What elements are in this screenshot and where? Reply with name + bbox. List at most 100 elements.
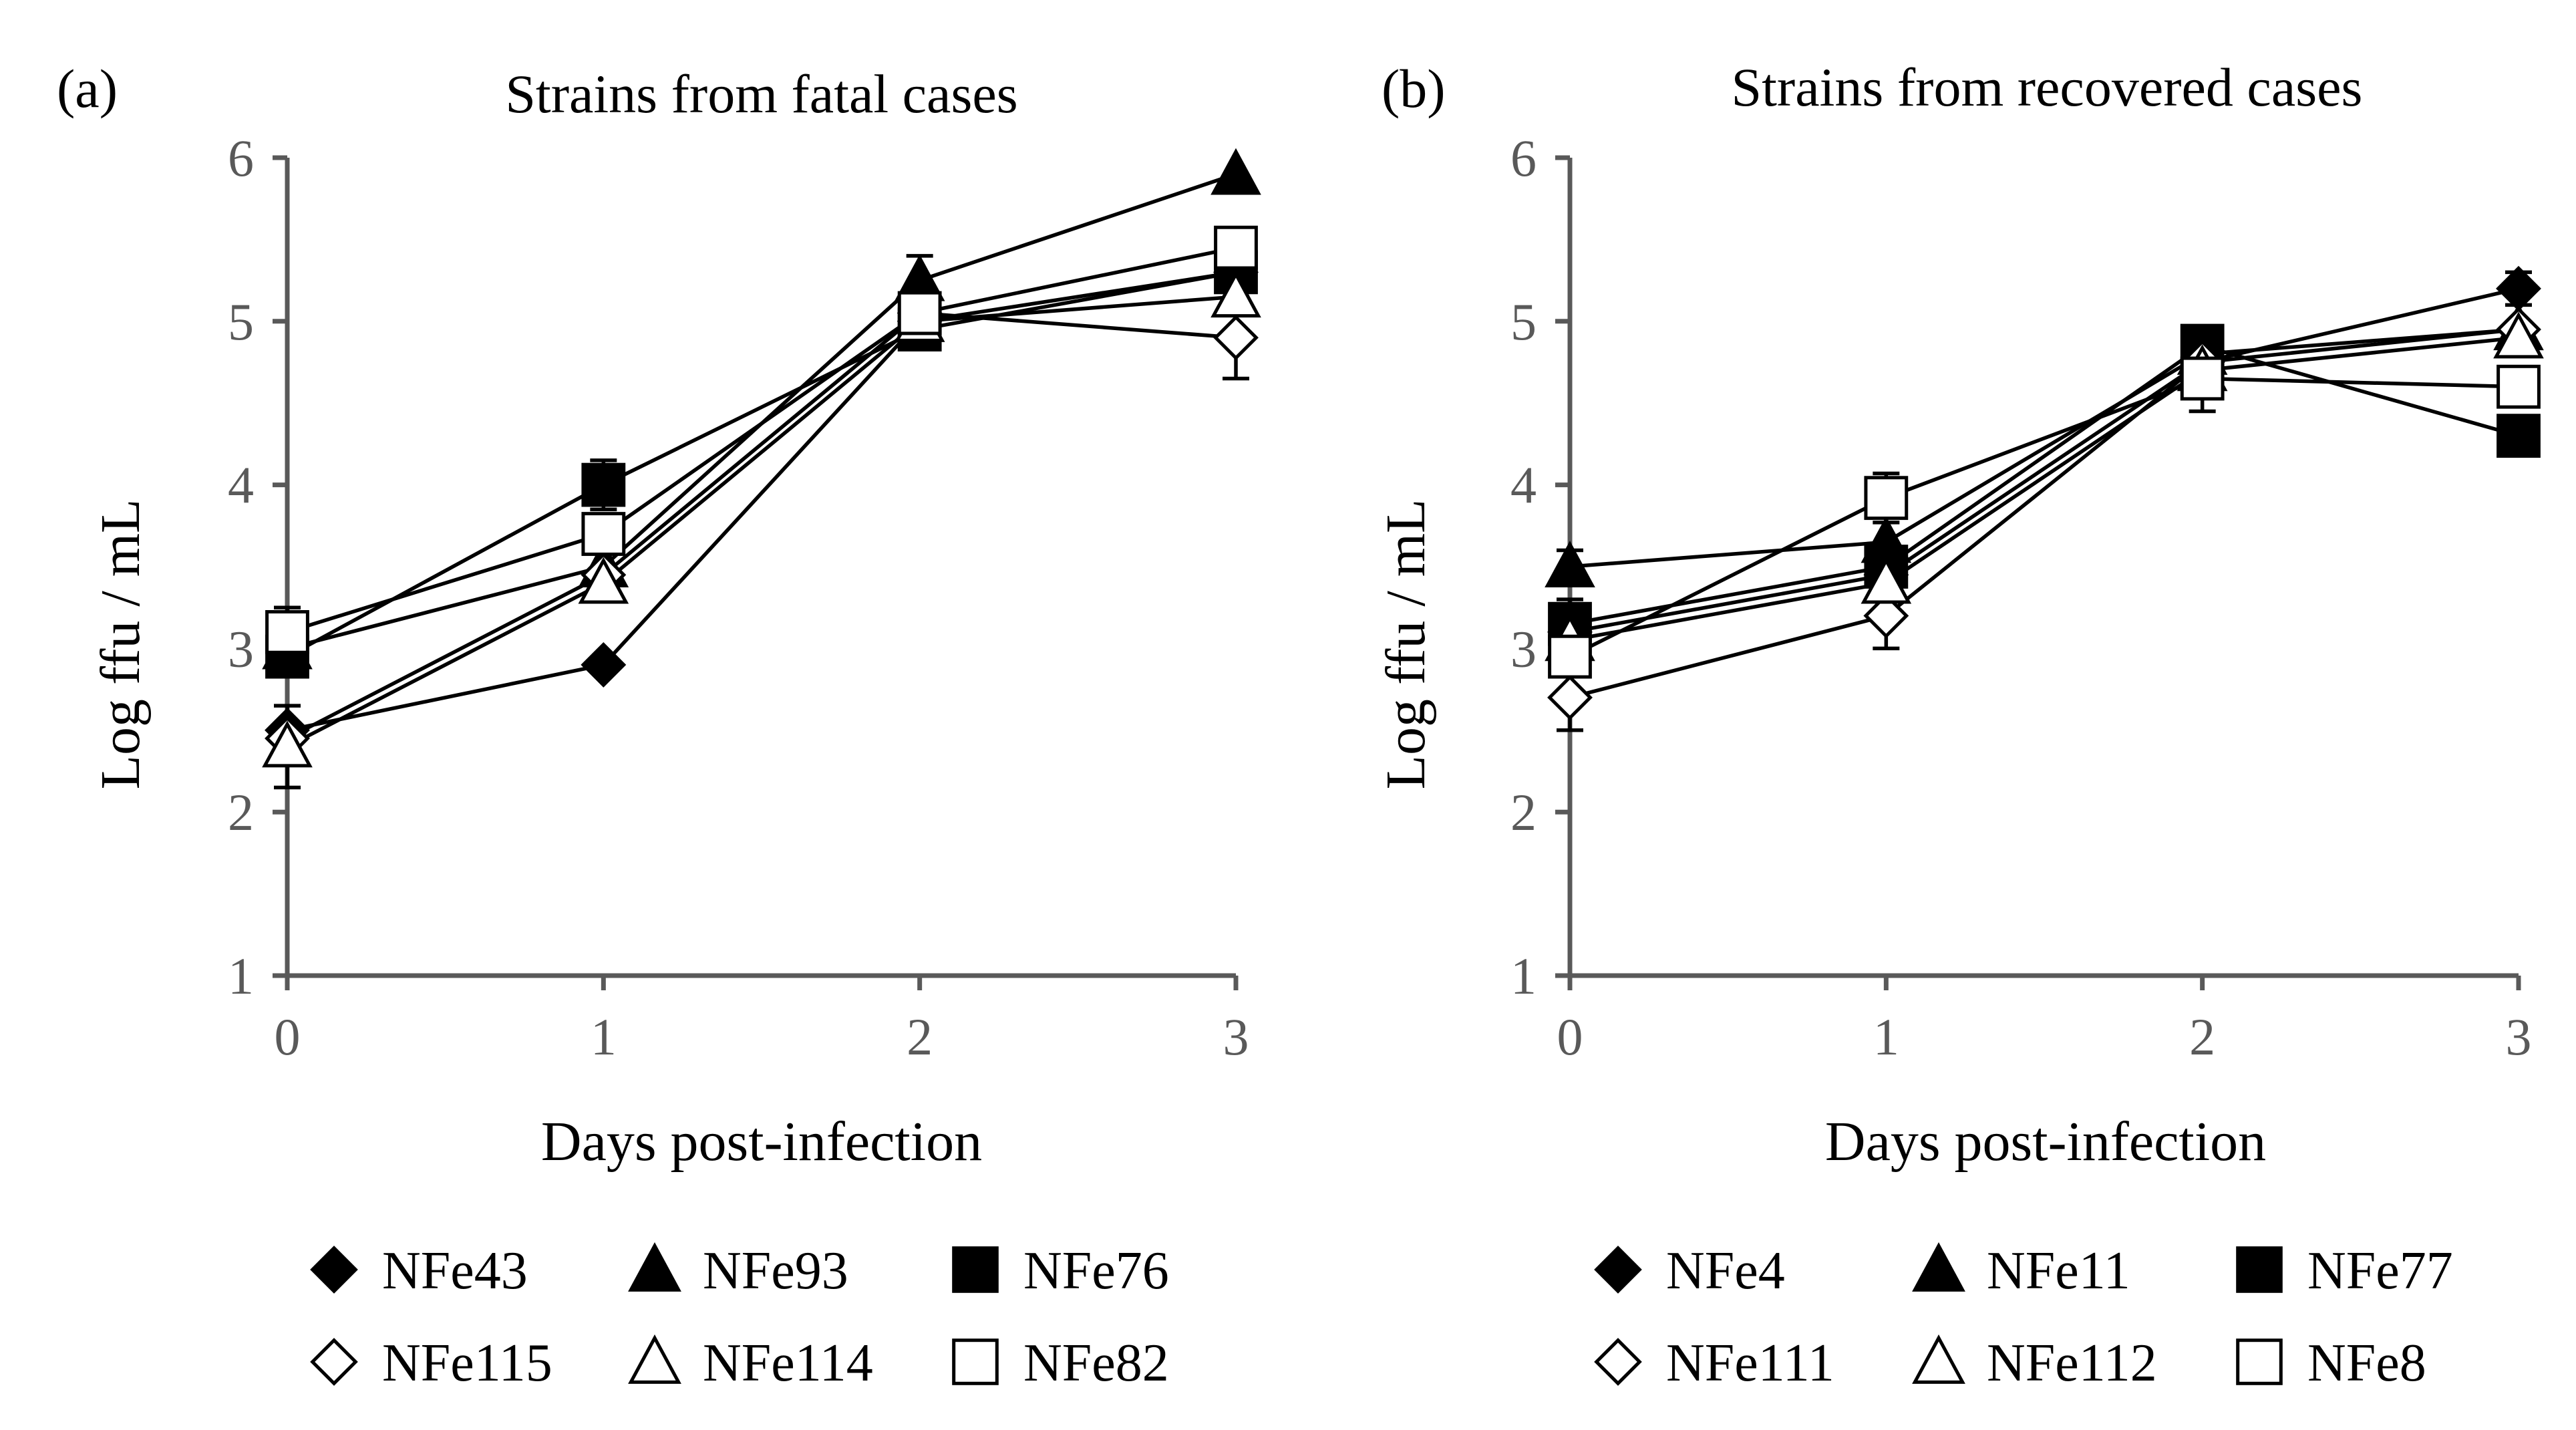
point-nfe82 (897, 291, 942, 335)
legend-marker (310, 1338, 358, 1386)
x-axis-title-a: Days post-infection (541, 1111, 982, 1173)
legend-marker (1594, 1338, 1642, 1386)
legend-marker (1912, 1334, 1965, 1384)
x-tick-label: 0 (275, 1008, 301, 1066)
point-nfe114 (1211, 271, 1261, 318)
error-bars (274, 254, 1249, 790)
legend-label: NFe11 (1987, 1242, 2130, 1300)
series-markers (1545, 265, 2544, 720)
legend-marker (628, 1334, 681, 1384)
point-nfe82 (265, 610, 309, 654)
panel-b: (b) Strains from recovered cases 1 2 3 4 5 6 0… (1375, 57, 2544, 1393)
panel-label-b: (b) (1382, 58, 1446, 119)
legend-label: NFe114 (703, 1334, 873, 1393)
legend-marker (1912, 1242, 1965, 1292)
point-nfe11 (1545, 541, 1595, 588)
series-lines (1569, 287, 2519, 700)
legend-marker (952, 1338, 999, 1385)
point-nfe93 (1211, 148, 1261, 195)
legend-item-nfe82: NFe82 (952, 1334, 1169, 1393)
legend-label: NFe112 (1987, 1334, 2157, 1393)
chart-title-b: Strains from recovered cases (1732, 57, 2363, 118)
x-tick-label: 1 (1873, 1008, 1899, 1066)
point-nfe43 (581, 641, 627, 688)
y-axis-title-a: Log ffu / mL (90, 499, 152, 790)
series-line-nfe115 (286, 311, 1237, 740)
y-tick-label: 1 (1510, 947, 1537, 1005)
x-tick-label: 3 (2506, 1008, 2532, 1066)
legend-item-nfe115: NFe115 (310, 1334, 552, 1393)
series-line-nfe77 (1569, 343, 2519, 626)
legend-marker (1594, 1246, 1642, 1294)
legend-b: NFe4 NFe11 NFe77 NFe111 NFe112 NFe8 (1594, 1242, 2453, 1393)
point-nfe112 (1861, 557, 1912, 604)
legend-marker (2236, 1246, 2283, 1293)
x-tick-label: 0 (1557, 1008, 1583, 1066)
legend-label: NFe115 (382, 1334, 552, 1393)
legend-label: NFe8 (2307, 1334, 2426, 1393)
point-nfe8 (1548, 634, 1592, 679)
series-line-nfe114 (286, 295, 1237, 748)
series-line-nfe11 (1569, 327, 2519, 569)
point-nfe114 (262, 720, 313, 768)
series-b (1545, 265, 2544, 732)
point-nfe82 (1214, 225, 1258, 270)
series-line-nfe43 (287, 270, 1237, 732)
legend-item-nfe93: NFe93 (628, 1242, 848, 1300)
y-tick-label: 4 (1510, 456, 1537, 515)
series-line-nfe112 (1569, 335, 2519, 642)
y-tick-label: 2 (1510, 783, 1537, 841)
legend-a: NFe43 NFe93 NFe76 NFe115 NFe114 NFe82 (310, 1242, 1169, 1393)
panel-label-a: (a) (57, 58, 118, 119)
y-tick-label: 1 (228, 947, 254, 1005)
legend-label: NFe77 (2307, 1242, 2453, 1300)
y-tick-label: 6 (228, 129, 254, 187)
series-lines (286, 172, 1237, 748)
legend-item-nfe43: NFe43 (310, 1242, 528, 1300)
point-nfe112 (2493, 311, 2544, 359)
legend-item-nfe11: NFe11 (1912, 1242, 2130, 1300)
series-markers (262, 148, 1261, 768)
y-tick-label: 5 (1510, 293, 1537, 351)
y-axis-title-b: Log ffu / mL (1375, 499, 1437, 790)
y-tick-label: 4 (228, 456, 254, 515)
legend-label: NFe93 (703, 1242, 848, 1300)
legend-label: NFe82 (1023, 1334, 1169, 1393)
point-nfe111 (1863, 593, 1909, 639)
point-nfe115 (1213, 315, 1259, 361)
chart-title-a: Strains from fatal cases (505, 63, 1017, 124)
legend-item-nfe76: NFe76 (952, 1242, 1169, 1300)
legend-marker (628, 1242, 681, 1292)
y-tick-label: 5 (228, 293, 254, 351)
x-tick-label: 2 (907, 1008, 933, 1066)
legend-item-nfe111: NFe111 (1594, 1334, 1834, 1393)
series-line-nfe8 (1569, 376, 2519, 659)
y-tick-label: 2 (228, 783, 254, 841)
legend-label: NFe76 (1023, 1242, 1169, 1300)
legend-marker (2236, 1338, 2283, 1385)
legend-item-nfe114: NFe114 (628, 1334, 873, 1393)
x-tick-label: 2 (2189, 1008, 2215, 1066)
point-nfe8 (2180, 356, 2225, 401)
point-nfe8 (2497, 364, 2541, 409)
legend-item-nfe77: NFe77 (2236, 1242, 2453, 1300)
series-line-nfe82 (287, 245, 1237, 634)
legend-item-nfe8: NFe8 (2236, 1334, 2426, 1393)
y-tick-label: 6 (1510, 129, 1537, 187)
x-tick-label: 1 (591, 1008, 617, 1066)
series-a (262, 148, 1261, 790)
point-nfe82 (581, 512, 626, 556)
point-nfe114 (578, 557, 629, 604)
legend-label: NFe4 (1666, 1242, 1785, 1300)
legend-label: NFe43 (382, 1242, 528, 1300)
point-nfe4 (2496, 265, 2541, 311)
y-tick-label: 3 (1510, 619, 1537, 678)
x-axis-title-b: Days post-infection (1825, 1111, 2266, 1173)
point-nfe111 (1547, 674, 1593, 720)
point-nfe77 (2497, 414, 2541, 458)
x-tick-label: 3 (1223, 1008, 1249, 1066)
